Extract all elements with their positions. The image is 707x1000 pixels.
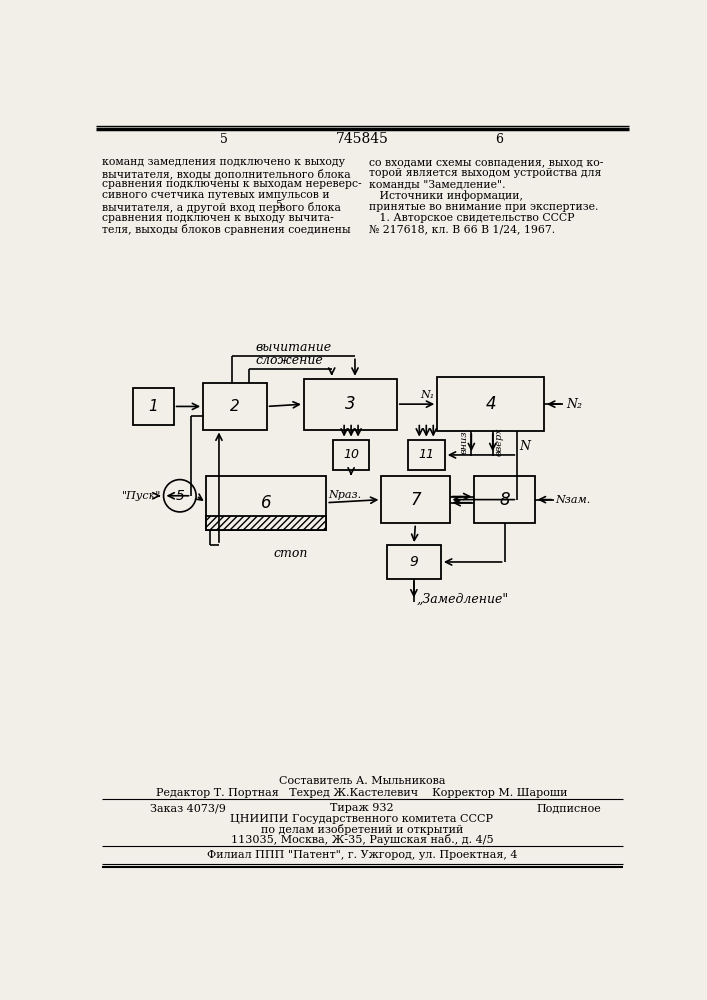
- Text: N: N: [520, 440, 531, 453]
- Text: Филиал ППП "Патент", г. Ужгород, ул. Проектная, 4: Филиал ППП "Патент", г. Ужгород, ул. Про…: [206, 850, 518, 860]
- Text: 9: 9: [409, 555, 419, 569]
- Text: 3: 3: [345, 395, 356, 413]
- Text: „Замедление": „Замедление": [417, 593, 509, 606]
- Bar: [134, 388, 174, 425]
- Bar: [408, 440, 445, 470]
- Text: сложение: сложение: [255, 354, 323, 367]
- Text: сивного счетчика путевых импульсов и: сивного счетчика путевых импульсов и: [103, 190, 330, 200]
- Text: со входами схемы совпадения, выход ко-: со входами схемы совпадения, выход ко-: [369, 157, 603, 167]
- Text: принятые во внимание при экспертизе.: принятые во внимание при экспертизе.: [369, 202, 598, 212]
- Text: 1: 1: [148, 399, 158, 414]
- Text: 5: 5: [175, 489, 185, 503]
- Text: 8: 8: [499, 491, 510, 509]
- Text: Составитель А. Мыльникова: Составитель А. Мыльникова: [279, 776, 445, 786]
- Text: Редактор Т. Портная   Техред Ж.Кастелевич    Корректор М. Шароши: Редактор Т. Портная Техред Ж.Кастелевич …: [156, 788, 568, 798]
- Text: 2: 2: [230, 399, 240, 414]
- Text: ЦНИИПИ Государственного комитета СССР: ЦНИИПИ Государственного комитета СССР: [230, 814, 493, 824]
- Text: N₂: N₂: [566, 398, 582, 411]
- Text: стоп: стоп: [273, 547, 308, 560]
- Text: по делам изобретений и открытий: по делам изобретений и открытий: [261, 824, 463, 835]
- Text: 113035, Москва, Ж-35, Раушская наб., д. 4/5: 113035, Москва, Ж-35, Раушская наб., д. …: [230, 834, 493, 845]
- Bar: [203, 383, 267, 430]
- Text: вниз: вниз: [460, 430, 469, 454]
- Text: Заказ 4073/9: Заказ 4073/9: [151, 803, 226, 813]
- Text: Nраз.: Nраз.: [328, 490, 361, 500]
- Text: 6: 6: [261, 494, 271, 512]
- Text: 4: 4: [485, 395, 496, 413]
- Text: вверх: вверх: [495, 427, 504, 456]
- Text: Тираж 932: Тираж 932: [330, 803, 394, 813]
- Bar: [333, 440, 369, 470]
- Text: сравнения подключены к выходам нереверс-: сравнения подключены к выходам нереверс-: [103, 179, 362, 189]
- Text: торой является выходом устройства для: торой является выходом устройства для: [369, 168, 601, 178]
- Bar: [206, 476, 327, 530]
- Text: вычитание: вычитание: [255, 341, 332, 354]
- Text: Nзам.: Nзам.: [556, 495, 591, 505]
- Bar: [206, 516, 327, 530]
- Text: теля, выходы блоков сравнения соединены: теля, выходы блоков сравнения соединены: [103, 224, 351, 235]
- Text: Подписное: Подписное: [537, 803, 601, 813]
- Text: "Пуск": "Пуск": [122, 491, 161, 501]
- Bar: [304, 379, 397, 430]
- Text: вычитателя, а другой вход первого блока: вычитателя, а другой вход первого блока: [103, 202, 341, 213]
- Bar: [437, 377, 544, 431]
- Text: сравнения подключен к выходу вычита-: сравнения подключен к выходу вычита-: [103, 213, 334, 223]
- Text: N₁: N₁: [421, 390, 435, 400]
- Text: 1. Авторское свидетельство СССР: 1. Авторское свидетельство СССР: [369, 213, 574, 223]
- Bar: [381, 476, 450, 523]
- Text: команд замедления подключено к выходу: команд замедления подключено к выходу: [103, 157, 345, 167]
- Text: вычитателя, входы дополнительного блока: вычитателя, входы дополнительного блока: [103, 168, 351, 179]
- Text: команды "Замедление".: команды "Замедление".: [369, 179, 506, 189]
- Text: 5: 5: [275, 200, 281, 210]
- Text: 5: 5: [220, 133, 228, 146]
- Text: 11: 11: [419, 448, 434, 461]
- Text: 10: 10: [343, 448, 359, 461]
- Text: 745845: 745845: [336, 132, 388, 146]
- Text: Источники информации,: Источники информации,: [369, 190, 523, 201]
- Bar: [474, 476, 534, 523]
- Bar: [387, 545, 441, 579]
- Text: 7: 7: [410, 491, 421, 509]
- Text: 6: 6: [495, 133, 503, 146]
- Text: № 217618, кл. В 66 В 1/24, 1967.: № 217618, кл. В 66 В 1/24, 1967.: [369, 224, 555, 234]
